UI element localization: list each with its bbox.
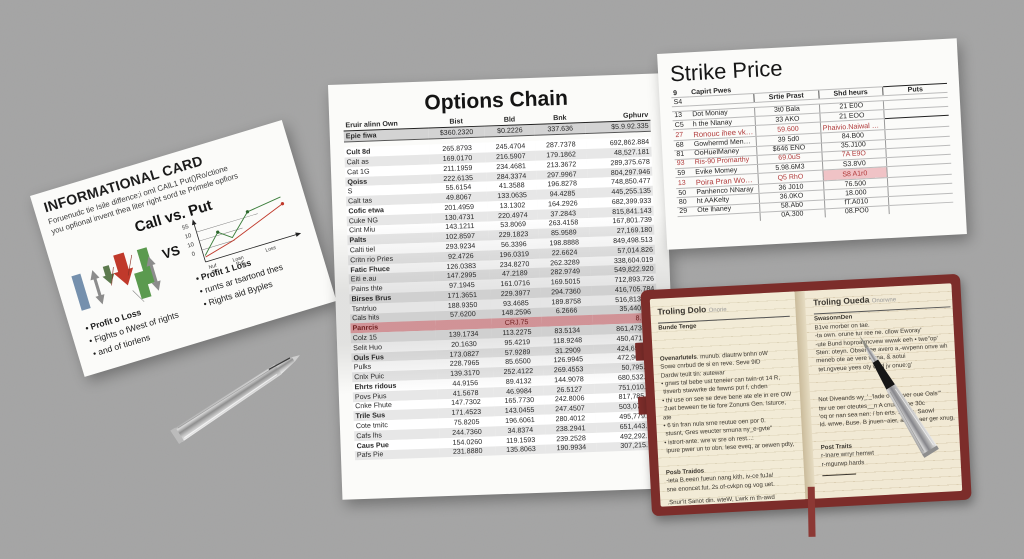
svg-text:10: 10	[184, 233, 193, 241]
svg-text:10: 10	[187, 242, 196, 250]
svg-text:55: 55	[182, 224, 190, 232]
svg-text:0: 0	[191, 251, 197, 258]
